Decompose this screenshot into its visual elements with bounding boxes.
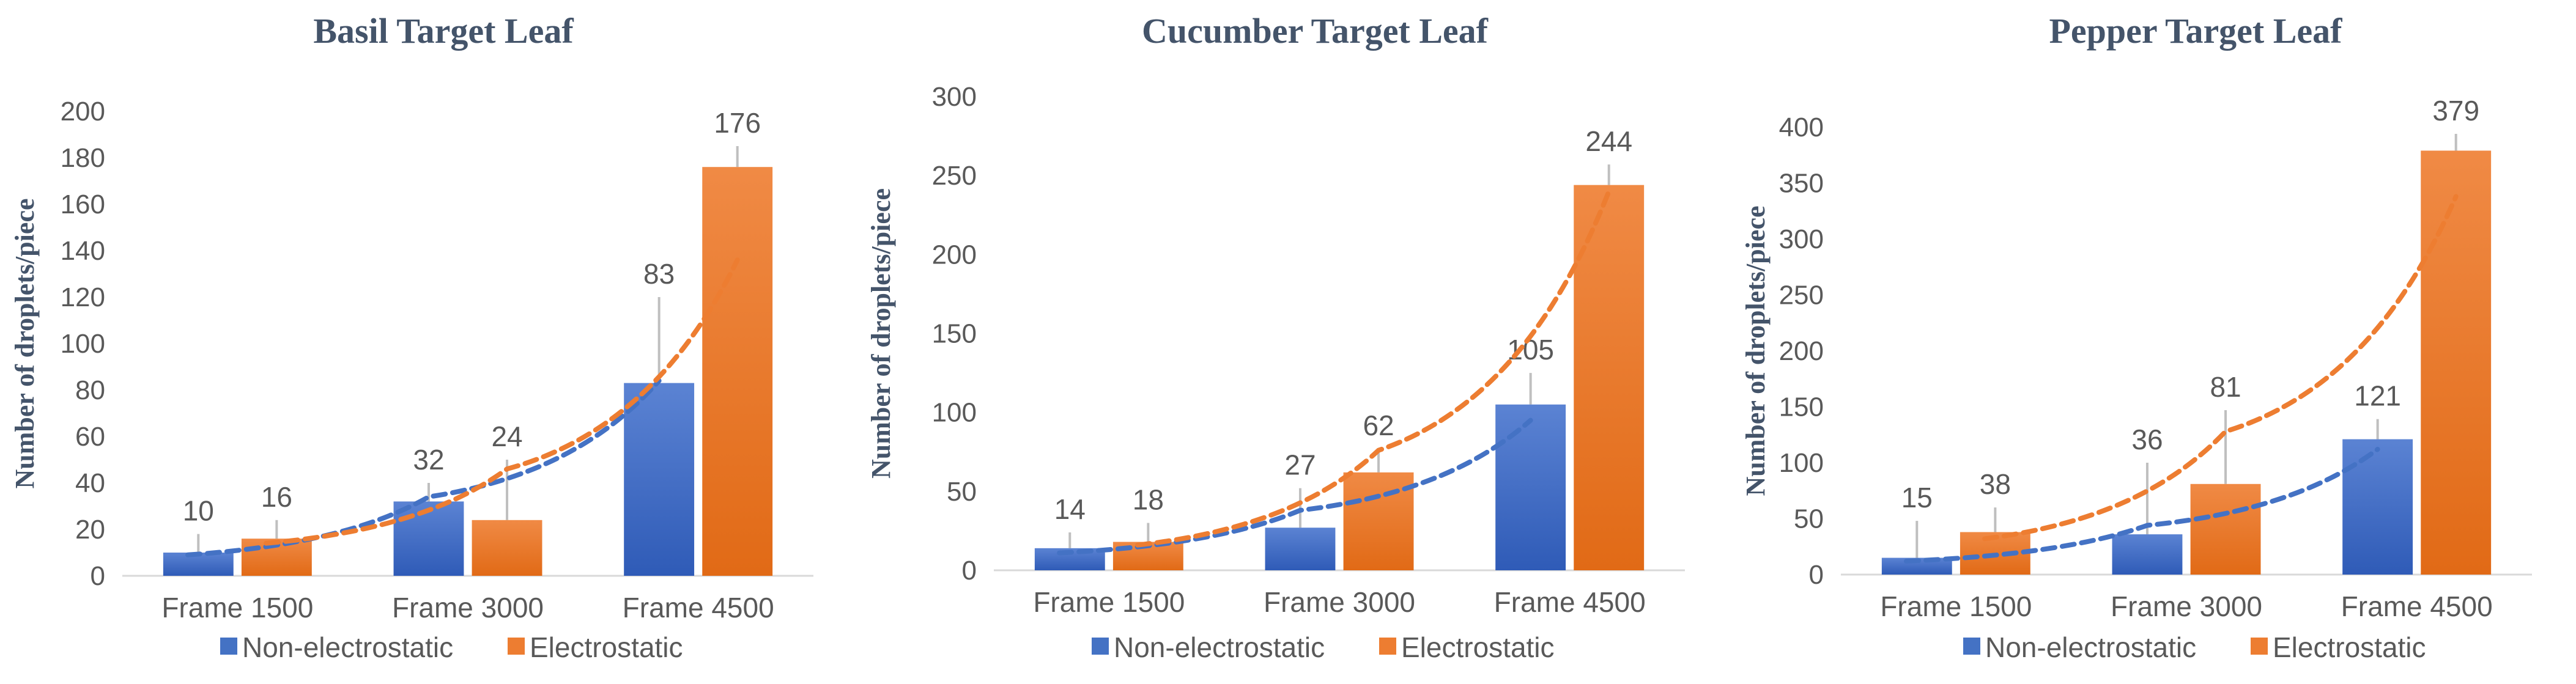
chart-panel-3: Pepper Target Leaf Number of droplets/pie… [1741,11,2532,663]
y-tick-label: 200 [61,97,105,127]
y-tick-label: 250 [1779,281,1824,311]
x-category-label: Frame 1500 [1880,590,2032,622]
x-category-label: Frame 4500 [2341,590,2493,622]
bar-non-electrostatic [2342,439,2413,575]
bar-electrostatic [2190,484,2261,575]
legend: Non-electrostatic Electrostatic [1092,631,1555,663]
data-label: 379 [2432,95,2479,127]
y-axis-label: Number of droplets/piece [866,188,896,479]
x-category-label: Frame 4500 [1494,586,1646,618]
data-label: 32 [413,444,444,476]
data-label: 244 [1585,125,1632,157]
trendline-electrostatic [1982,194,2459,542]
bar-electrostatic [1574,185,1645,571]
y-tick-label: 140 [61,236,105,266]
y-tick-label: 60 [75,422,105,452]
y-tick-label: 300 [1779,224,1824,254]
bar-non-electrostatic [393,501,464,576]
data-label: 14 [1054,493,1086,525]
data-label: 24 [491,421,522,452]
y-tick-label: 200 [1779,336,1824,366]
data-label: 81 [2210,371,2241,403]
legend-label: Non-electrostatic [1114,631,1325,663]
bar-non-electrostatic [624,383,695,576]
legend-swatch-non-electrostatic [1092,638,1109,655]
legend-label: Non-electrostatic [1985,631,2196,663]
x-category-label: Frame 3000 [392,592,544,623]
y-tick-label: 40 [75,468,105,498]
y-tick-label: 100 [1779,448,1824,478]
chart-title: Cucumber Target Leaf [1142,11,1489,51]
data-label: 15 [1901,482,1933,513]
y-tick-label: 250 [932,161,977,191]
bar-electrostatic [702,167,773,576]
data-label: 83 [643,258,675,290]
y-tick-label: 50 [1794,504,1824,534]
data-label: 16 [261,481,292,513]
data-label: 176 [714,107,761,139]
trendline-electrostatic [264,257,740,546]
chart-panel-1: Basil Target Leaf Number of droplets/piec… [10,11,813,663]
chart-panel-2: Cucumber Target Leaf Number of droplets/p… [866,11,1685,663]
data-label: 36 [2131,424,2163,455]
y-tick-label: 80 [75,375,105,405]
legend-swatch-non-electrostatic [220,638,237,655]
bar-electrostatic [1343,472,1414,570]
y-tick-label: 20 [75,515,105,545]
bar-non-electrostatic [1265,528,1336,570]
y-tick-label: 200 [932,240,977,270]
legend-swatch-non-electrostatic [1963,638,1980,655]
legend-swatch-electrostatic [1379,638,1396,655]
y-tick-label: 120 [61,282,105,312]
y-tick-label: 350 [1779,169,1824,199]
data-label: 121 [2354,380,2401,412]
bar-electrostatic [472,520,542,576]
trendline-non-electrostatic [1904,447,2380,564]
x-category-label: Frame 1500 [161,592,313,623]
data-label: 27 [1284,449,1316,481]
bar-non-electrostatic [2112,534,2183,575]
legend-label: Electrostatic [530,631,683,663]
legend: Non-electrostatic Electrostatic [220,631,683,663]
data-label: 38 [1980,468,2011,500]
chart-title: Basil Target Leaf [313,11,574,51]
data-label: 62 [1363,410,1394,441]
chart-title: Pepper Target Leaf [2049,11,2343,51]
bar-electrostatic [2421,150,2492,575]
data-label: 10 [183,495,214,527]
legend-label: Non-electrostatic [242,631,453,663]
x-category-label: Frame 3000 [2111,590,2262,622]
y-tick-label: 0 [1809,560,1824,590]
x-category-label: Frame 3000 [1264,586,1415,618]
x-category-label: Frame 1500 [1033,586,1185,618]
x-category-label: Frame 4500 [623,592,774,623]
y-tick-label: 400 [1779,112,1824,142]
y-axis-label: Number of droplets/piece [10,199,40,489]
legend: Non-electrostatic Electrostatic [1963,631,2426,663]
y-tick-label: 300 [932,82,977,112]
y-tick-label: 50 [947,477,977,507]
bar-non-electrostatic [1495,404,1566,570]
y-tick-label: 180 [61,143,105,173]
legend-swatch-electrostatic [2251,638,2268,655]
y-tick-label: 150 [932,319,977,349]
y-tick-label: 150 [1779,392,1824,422]
trendline-electrostatic [1135,189,1612,548]
legend-label: Electrostatic [1401,631,1555,663]
y-axis-label: Number of droplets/piece [1741,206,1771,496]
legend-swatch-electrostatic [508,638,525,655]
y-tick-label: 100 [932,398,977,428]
legend-label: Electrostatic [2273,631,2426,663]
y-tick-label: 0 [91,561,105,591]
data-label: 18 [1133,484,1164,516]
y-tick-label: 100 [61,329,105,359]
y-tick-label: 160 [61,189,105,219]
y-tick-label: 0 [962,556,977,586]
